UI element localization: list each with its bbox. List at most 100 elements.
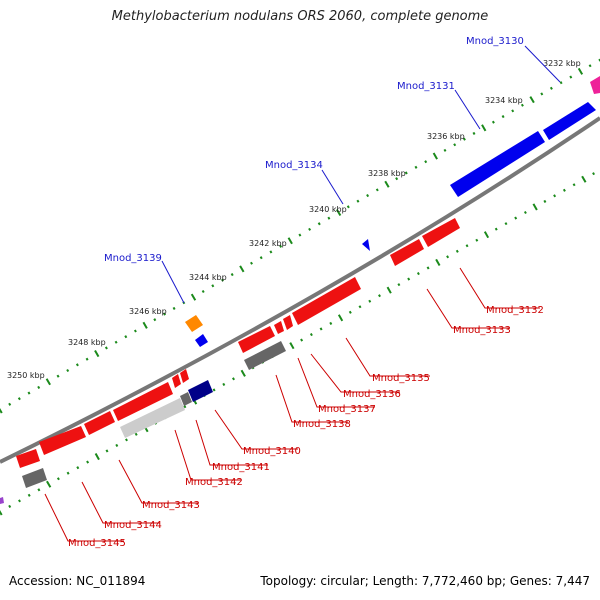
inner-tick-mark	[56, 477, 60, 481]
label-mnod-3135[interactable]: Mnod_3135	[372, 373, 430, 384]
gene-mnod-3139b[interactable]	[195, 334, 208, 347]
reverse-gene-labels: Mnod_3132 Mnod_3133 Mnod_3135 Mnod_3136 …	[68, 305, 544, 549]
outer-tick-mark	[346, 205, 350, 209]
label-mnod-3145[interactable]: Mnod_3145	[68, 538, 126, 549]
label-mnod-3138[interactable]: Mnod_3138	[293, 419, 351, 430]
inner-tick-mark	[115, 443, 119, 447]
gene-mnod-3139[interactable]	[185, 315, 203, 332]
outer-tick-mark	[56, 374, 60, 378]
tick-labels: 3232 kbp 3234 kbp 3236 kbp 3238 kbp 3240…	[7, 59, 581, 380]
label-mnod-3134[interactable]: Mnod_3134	[265, 160, 323, 171]
inner-tick-mark	[514, 216, 518, 220]
gene-mnod-3145[interactable]	[16, 449, 40, 468]
leader-3139	[161, 260, 185, 304]
outer-tick-mark	[27, 391, 31, 395]
gene-mnod-3144[interactable]	[39, 426, 86, 455]
gene-mnod-3140b[interactable]	[188, 380, 213, 402]
gene-mnod-3134[interactable]	[362, 239, 370, 251]
label-mnod-3132[interactable]: Mnod_3132	[486, 305, 544, 316]
leader-3133	[426, 288, 510, 329]
outer-tick-mark	[287, 237, 293, 245]
gene-mnod-3140[interactable]	[180, 369, 189, 383]
gene-mnod-3141[interactable]	[172, 374, 181, 388]
outer-tick-mark	[569, 75, 573, 79]
gene-mnod-3130[interactable]	[590, 76, 600, 94]
inner-tick-mark	[18, 499, 21, 503]
outer-tick-mark	[308, 227, 312, 231]
outer-tick-mark	[201, 289, 205, 294]
inner-tick-mark	[76, 466, 80, 470]
outer-tick-mark	[221, 278, 224, 282]
gene-mnod-3138b[interactable]	[244, 341, 286, 370]
inner-tick-mark	[494, 227, 498, 231]
inner-tick-mark	[66, 471, 70, 475]
inner-tick-mark	[504, 222, 508, 226]
inner-tick-mark	[8, 504, 12, 508]
gene-mnod-3138[interactable]	[238, 326, 275, 353]
leader-3140	[214, 409, 298, 450]
inner-tick-mark	[407, 277, 411, 281]
label-mnod-3141[interactable]: Mnod_3141	[212, 462, 270, 473]
label-mnod-3136[interactable]: Mnod_3136	[343, 389, 401, 400]
gene-mnod-3131b[interactable]	[450, 131, 545, 197]
inner-tick-mark	[134, 432, 138, 436]
label-mnod-3142[interactable]: Mnod_3142	[185, 477, 243, 488]
outer-tick-mark	[462, 137, 466, 141]
outer-tick-mark	[85, 357, 89, 361]
outer-tick-track	[0, 58, 600, 414]
accession-text: Accession: NC_011894	[9, 574, 146, 588]
gene-mnod-3135[interactable]	[292, 277, 361, 325]
gene-mnod-3131[interactable]	[543, 102, 596, 140]
inner-tick-mark	[562, 188, 566, 192]
label-mnod-3131[interactable]: Mnod_3131	[397, 81, 455, 92]
label-mnod-3130[interactable]: Mnod_3130	[466, 36, 524, 47]
label-mnod-3137[interactable]: Mnod_3137	[318, 404, 376, 415]
outer-tick-mark	[94, 350, 100, 358]
outer-tick-mark	[529, 96, 535, 104]
gene-mnod-3143[interactable]	[84, 411, 115, 435]
tick-label-3248: 3248 kbp	[68, 338, 106, 347]
label-mnod-3140[interactable]: Mnod_3140	[243, 446, 301, 457]
reverse-label-leaders	[44, 267, 540, 542]
gene-mnod-3142[interactable]	[113, 382, 173, 421]
gene-mnod-3145b[interactable]	[22, 468, 47, 488]
inner-tick-mark	[300, 338, 304, 342]
outer-tick-mark	[124, 335, 128, 339]
inner-tick-mark	[94, 453, 100, 461]
leader-3144	[81, 481, 160, 524]
gene-edge-left[interactable]	[0, 497, 4, 504]
leader-3130	[524, 45, 561, 83]
inner-tick-mark	[329, 321, 333, 325]
gene-mnod-3137[interactable]	[274, 321, 284, 334]
inner-tick-mark	[105, 449, 109, 453]
label-mnod-3133[interactable]: Mnod_3133	[453, 325, 511, 336]
outer-tick-mark	[75, 363, 79, 367]
outer-tick-mark	[472, 131, 476, 135]
tick-label-3250: 3250 kbp	[7, 371, 45, 380]
reverse-strand-genes	[0, 218, 460, 504]
outer-tick-mark	[366, 194, 370, 198]
gene-mnod-3142b[interactable]	[120, 398, 185, 438]
gene-mnod-3132[interactable]	[422, 218, 460, 247]
outer-tick-mark	[172, 306, 176, 310]
label-mnod-3143[interactable]: Mnod_3143	[142, 500, 200, 511]
forward-label-leaders	[161, 45, 561, 304]
inner-tick-mark	[386, 286, 392, 294]
inner-tick-mark	[368, 299, 372, 303]
outer-tick-mark	[559, 81, 563, 85]
inner-tick-mark	[553, 194, 557, 198]
outer-tick-mark	[8, 402, 12, 406]
gene-mnod-3136[interactable]	[283, 315, 293, 330]
outer-tick-mark	[269, 250, 273, 254]
label-mnod-3139[interactable]: Mnod_3139	[104, 253, 162, 264]
gene-mnod-3133[interactable]	[390, 239, 424, 266]
inner-tick-mark	[289, 342, 295, 350]
leader-3136	[310, 353, 400, 393]
label-mnod-3144[interactable]: Mnod_3144	[104, 520, 162, 531]
leader-3143	[118, 459, 198, 504]
leader-3135	[345, 337, 430, 377]
gene-mnod-3141b[interactable]	[180, 392, 192, 406]
inner-tick-mark	[446, 255, 450, 259]
outer-tick-mark	[384, 180, 390, 188]
